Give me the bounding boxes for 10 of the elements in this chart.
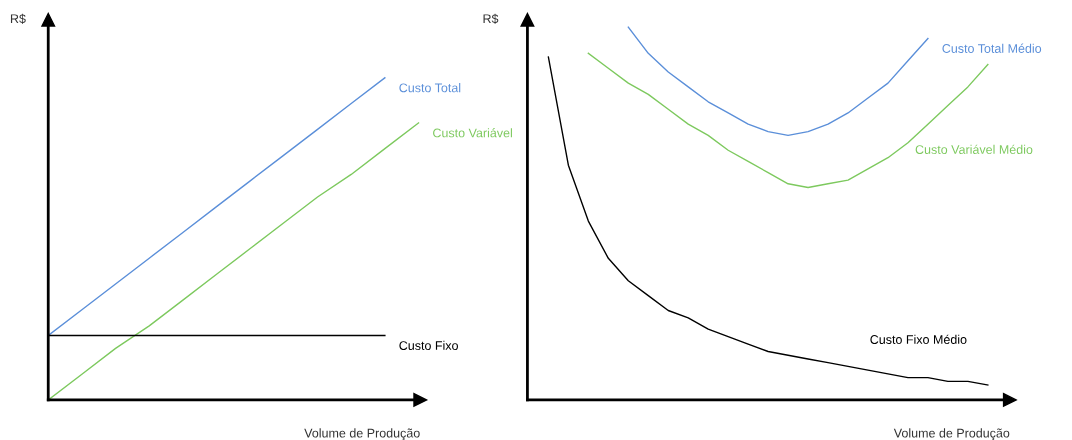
series-label: Custo Total [399,83,461,93]
y-axis-title: R$ [10,13,26,24]
series-label: Custo Variável Médio [915,144,1033,154]
series-label: Custo Total Médio [942,43,1042,53]
x-axis-title: Volume de Produção [893,428,1010,440]
y-axis-title: R$ [483,13,499,24]
text: Custo Fixo Médio [870,334,967,344]
x-axis-title: Volume de Produção [304,428,420,440]
series-label: Custo Fixo [399,340,458,350]
series-label: Custo Variável [433,128,512,138]
